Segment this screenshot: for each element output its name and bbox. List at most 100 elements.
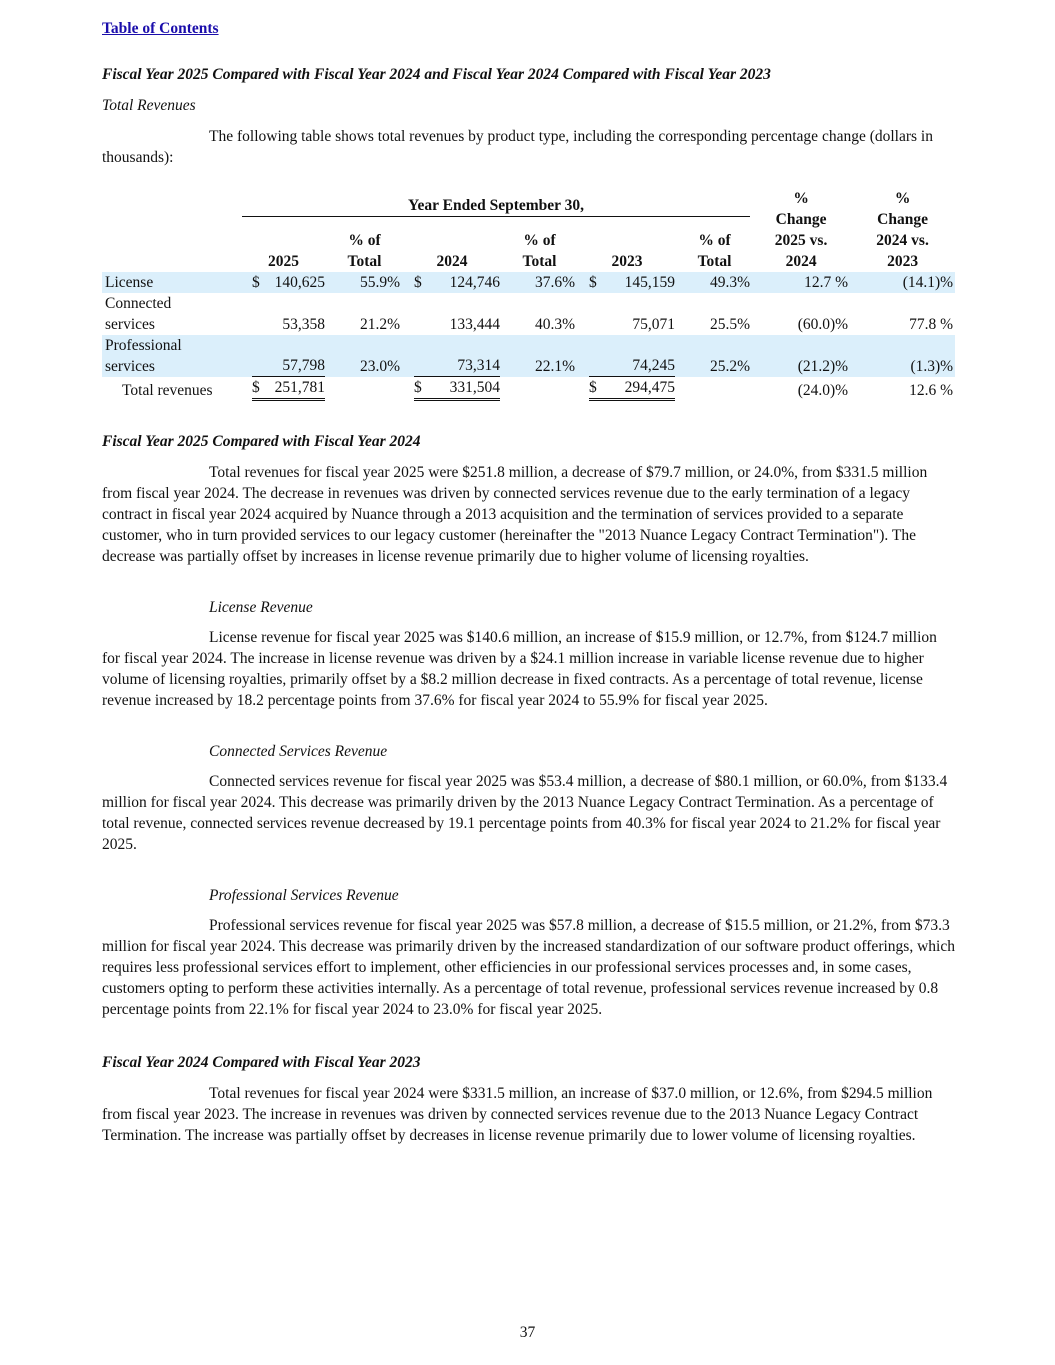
cell: 25.5% — [677, 293, 752, 335]
value: 77.8 % — [909, 316, 954, 333]
cell: 73,314 — [402, 335, 502, 377]
row-label-text: Total revenues — [122, 382, 213, 399]
row-label: Total revenues — [102, 377, 240, 401]
cell: 23.0% — [327, 335, 402, 377]
cell: $145,159 — [577, 272, 677, 293]
column-header: % of Total — [677, 217, 752, 272]
page-number: 37 — [519, 1324, 536, 1341]
amount: 145,159 — [624, 274, 675, 291]
revenue-table: Year Ended September 30,% Change 2025 vs. 2… — [102, 188, 956, 401]
column-header-line: Change — [775, 211, 827, 228]
value: 25.5% — [710, 316, 751, 333]
paragraph: Professional services revenue for fiscal… — [102, 917, 955, 1018]
amount: 124,746 — [449, 274, 500, 291]
currency: $ — [589, 379, 597, 396]
cell: (21.2)% — [752, 335, 851, 377]
amount-box: $124,746 — [414, 272, 500, 293]
column-header-line: % — [894, 190, 911, 207]
cell: (60.0)% — [752, 293, 850, 335]
column-header: % Change 2025 vs. 2024 — [752, 188, 850, 272]
cell: 74,245 — [577, 335, 677, 377]
cell: (14.1)% — [850, 272, 956, 293]
currency: $ — [252, 274, 260, 291]
spacer — [102, 855, 955, 885]
cell: 40.3% — [502, 293, 577, 335]
cell: 77.8 % — [850, 293, 955, 335]
column-header-line: % of — [348, 232, 381, 249]
amount-box: $331,504 — [414, 377, 500, 401]
row-label-text: Professional services — [105, 337, 182, 375]
subsection-title: Professional Services Revenue — [209, 887, 399, 904]
paragraph: Connected services revenue for fiscal ye… — [102, 773, 948, 853]
blank — [102, 217, 240, 272]
cell: (24.0)% — [752, 377, 850, 401]
column-header: % of Total — [327, 217, 402, 272]
cell: $294,475 — [577, 377, 677, 401]
amount: 140,625 — [274, 274, 325, 291]
subheading: Total Revenues — [102, 97, 196, 114]
value: 21.2% — [359, 316, 400, 333]
group-header: Year Ended September 30, — [240, 188, 752, 217]
amount-box: $140,625 — [252, 272, 325, 293]
cell: 53,358 — [240, 293, 327, 335]
table-row: Professional services 57,798 23.0% 73,314 22… — [102, 335, 956, 377]
spacer — [102, 711, 955, 741]
amount-box: $145,159 — [589, 272, 675, 293]
paragraph: Total revenues for fiscal year 2024 were… — [102, 1085, 933, 1144]
cell — [677, 377, 752, 401]
column-header-line: 2024 — [785, 253, 817, 270]
cell: $331,504 — [402, 377, 502, 401]
cell: 12.6 % — [850, 377, 955, 401]
cell: 21.2% — [327, 293, 402, 335]
currency: $ — [252, 379, 260, 396]
subsection-title: Connected Services Revenue — [209, 743, 388, 760]
section-title: Fiscal Year 2024 Compared with Fiscal Ye… — [102, 1054, 421, 1071]
spacer — [102, 1073, 955, 1083]
cell: 37.6% — [502, 272, 577, 293]
column-header-line: % of — [523, 232, 556, 249]
currency: $ — [414, 274, 422, 291]
column-header-line: 2025 — [268, 253, 299, 270]
value: 40.3% — [534, 316, 575, 333]
value: (60.0)% — [797, 316, 849, 333]
row-label: Connected services — [102, 293, 240, 335]
toc-link[interactable]: Table of Contents — [102, 20, 219, 37]
column-header-line: 2024 — [436, 253, 468, 270]
value: 49.3% — [710, 274, 751, 291]
header-row: 2025 % of Total 2024 % of Total 2023 % of Total — [102, 217, 955, 272]
column-header-line: 2025 vs. — [774, 232, 828, 249]
blank — [102, 188, 240, 217]
value: 22.1% — [534, 358, 575, 375]
amount-box: $294,475 — [589, 377, 675, 401]
row-label: License — [102, 272, 240, 293]
spacer — [102, 762, 955, 771]
cell: $124,746 — [402, 272, 502, 293]
table-row: Connected services 53,358 21.2% 133,444 40.3… — [102, 293, 955, 335]
content: Table of Contents Fiscal Year 2025 Compa… — [102, 18, 956, 1146]
sections: Fiscal Year 2025 Compared with Fiscal Ye… — [102, 401, 955, 1146]
value: 12.7 % — [804, 274, 849, 291]
value: 37.6% — [534, 274, 575, 291]
paragraph: Total revenues for fiscal year 2025 were… — [102, 464, 928, 565]
heading: Fiscal Year 2025 Compared with Fiscal Ye… — [102, 66, 771, 83]
column-header: 2024 — [402, 217, 502, 272]
cell: (1.3)% — [850, 335, 956, 377]
spacer — [102, 452, 955, 462]
amount-box: $251,781 — [252, 377, 325, 401]
column-header-line: Change — [877, 211, 928, 228]
cell: 75,071 — [577, 293, 677, 335]
value: (14.1)% — [902, 274, 954, 291]
cell: $251,781 — [240, 377, 327, 401]
column-header-line: % of — [698, 232, 731, 249]
column-header: % of Total — [502, 217, 577, 272]
intro: The following table shows total revenues… — [102, 128, 933, 166]
cell: 133,444 — [402, 293, 502, 335]
value: 55.9% — [359, 274, 400, 291]
table-row: Total revenues $251,781 $331,504 $294,475 (2… — [102, 377, 955, 401]
value: (24.0)% — [797, 382, 849, 399]
cell: 49.3% — [677, 272, 753, 293]
value: 23.0% — [359, 358, 400, 375]
spacer — [102, 618, 955, 627]
group-header-text: Year Ended September 30, — [242, 195, 751, 217]
row-label: Professional services — [102, 335, 240, 377]
